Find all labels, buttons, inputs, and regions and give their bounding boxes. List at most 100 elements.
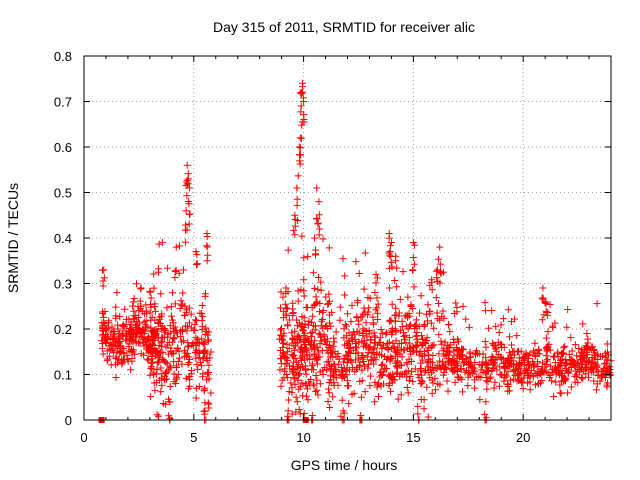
data-point [178,360,186,368]
data-point [177,297,185,305]
data-point [285,396,293,404]
data-point [112,353,120,361]
data-point [296,144,304,152]
data-point [201,292,209,300]
data-point [294,287,302,295]
data-point [346,349,354,357]
data-point [442,350,450,358]
data-point [529,358,537,366]
data-point [405,334,413,342]
data-point [182,221,190,229]
data-point [523,365,531,373]
y-tick-label: 0.5 [54,186,72,201]
data-point [284,407,292,415]
data-point [309,312,317,320]
data-point [339,368,347,376]
data-point [192,354,200,362]
data-point [185,319,193,327]
data-point [482,360,490,368]
data-point [396,295,404,303]
data-point [413,329,421,337]
data-point [560,349,568,357]
data-point [296,157,304,165]
data-point [329,393,337,401]
data-point [435,350,443,358]
data-point [531,339,539,347]
data-point [347,334,355,342]
data-point [587,368,595,376]
data-point [371,398,379,406]
data-point [297,102,305,110]
data-point [411,324,419,332]
data-point [152,332,160,340]
data-point [295,143,303,151]
data-point [325,319,333,327]
data-point [352,356,360,364]
data-point [317,286,325,294]
data-point [192,341,200,349]
data-point [428,359,436,367]
data-point [483,373,491,381]
data-point [364,349,372,357]
data-point [482,377,490,385]
data-point [155,240,163,248]
data-point [558,355,566,363]
data-point [492,322,500,330]
data-point [442,363,450,371]
data-point [283,371,291,379]
data-point [407,302,415,310]
data-point [341,373,349,381]
data-point [179,266,187,274]
data-point [169,319,177,327]
data-point [296,370,304,378]
data-point [391,317,399,325]
data-point [544,355,552,363]
data-point [291,327,299,335]
data-point [125,347,133,355]
data-point [167,312,175,320]
data-point [166,329,174,337]
data-point [287,379,295,387]
data-point [519,385,527,393]
data-point [558,367,566,375]
data-point [292,408,300,416]
data-point [169,334,177,342]
data-point [341,272,349,280]
data-point [397,391,405,399]
data-point [110,349,118,357]
data-point [116,349,124,357]
data-point [317,278,325,286]
data-point [98,344,106,352]
data-point [127,366,135,374]
data-point [140,318,148,326]
data-point [284,374,292,382]
data-point [202,324,210,332]
data-point [145,333,153,341]
data-point [439,307,447,315]
data-point [409,254,417,262]
data-point [303,354,311,362]
data-point [133,318,141,326]
data-point [466,353,474,361]
data-point [171,273,179,281]
data-point [484,364,492,372]
data-point [365,304,373,312]
data-point [507,341,515,349]
data-point [572,367,580,375]
data-point [473,373,481,381]
y-tick-label: 0.6 [54,140,72,155]
data-point [290,346,298,354]
data-point [157,339,165,347]
data-point [458,375,466,383]
data-point [561,361,569,369]
data-point [517,347,525,355]
data-point [337,412,345,420]
data-point [147,294,155,302]
data-point [429,351,437,359]
data-point [450,347,458,355]
data-point [479,368,487,376]
data-point [555,362,563,370]
data-point [602,359,610,367]
data-point [165,412,173,420]
data-point [163,304,171,312]
